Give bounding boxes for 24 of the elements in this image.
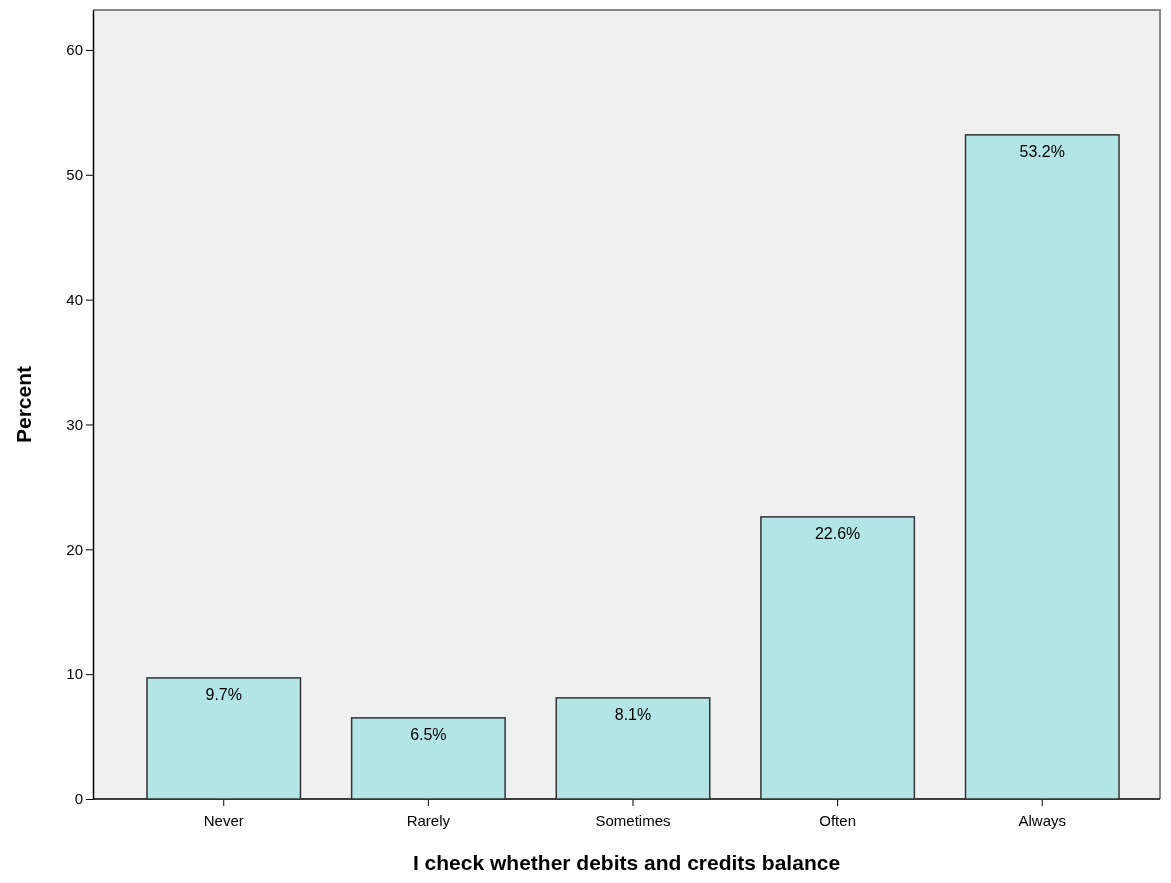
data-label: 9.7% [205, 685, 242, 703]
bar [350, 717, 506, 800]
x-tick-label: Sometimes [595, 811, 671, 829]
x-tick-label: Often [819, 811, 856, 829]
y-tick-label: 0 [74, 790, 83, 808]
y-tick-label: 10 [66, 665, 83, 683]
x-axis-title: I check whether debits and credits balance [412, 851, 841, 874]
y-tick-label: 60 [66, 41, 83, 59]
bar [964, 134, 1120, 800]
bar [555, 697, 711, 800]
data-label: 22.6% [814, 524, 861, 542]
x-tick-label: Always [1018, 811, 1067, 829]
bar [760, 516, 916, 800]
y-tick-label: 50 [66, 166, 83, 184]
data-label: 8.1% [614, 705, 652, 723]
bar [146, 677, 302, 800]
y-axis-title: Percent [12, 365, 35, 444]
x-tick-label: Rarely [406, 811, 451, 829]
y-tick-label: 40 [66, 290, 83, 308]
y-tick-label: 30 [66, 415, 83, 433]
x-tick-label: Never [203, 811, 244, 829]
data-label: 53.2% [1019, 142, 1065, 160]
y-tick-label: 20 [66, 540, 83, 558]
data-label: 6.5% [410, 725, 447, 743]
